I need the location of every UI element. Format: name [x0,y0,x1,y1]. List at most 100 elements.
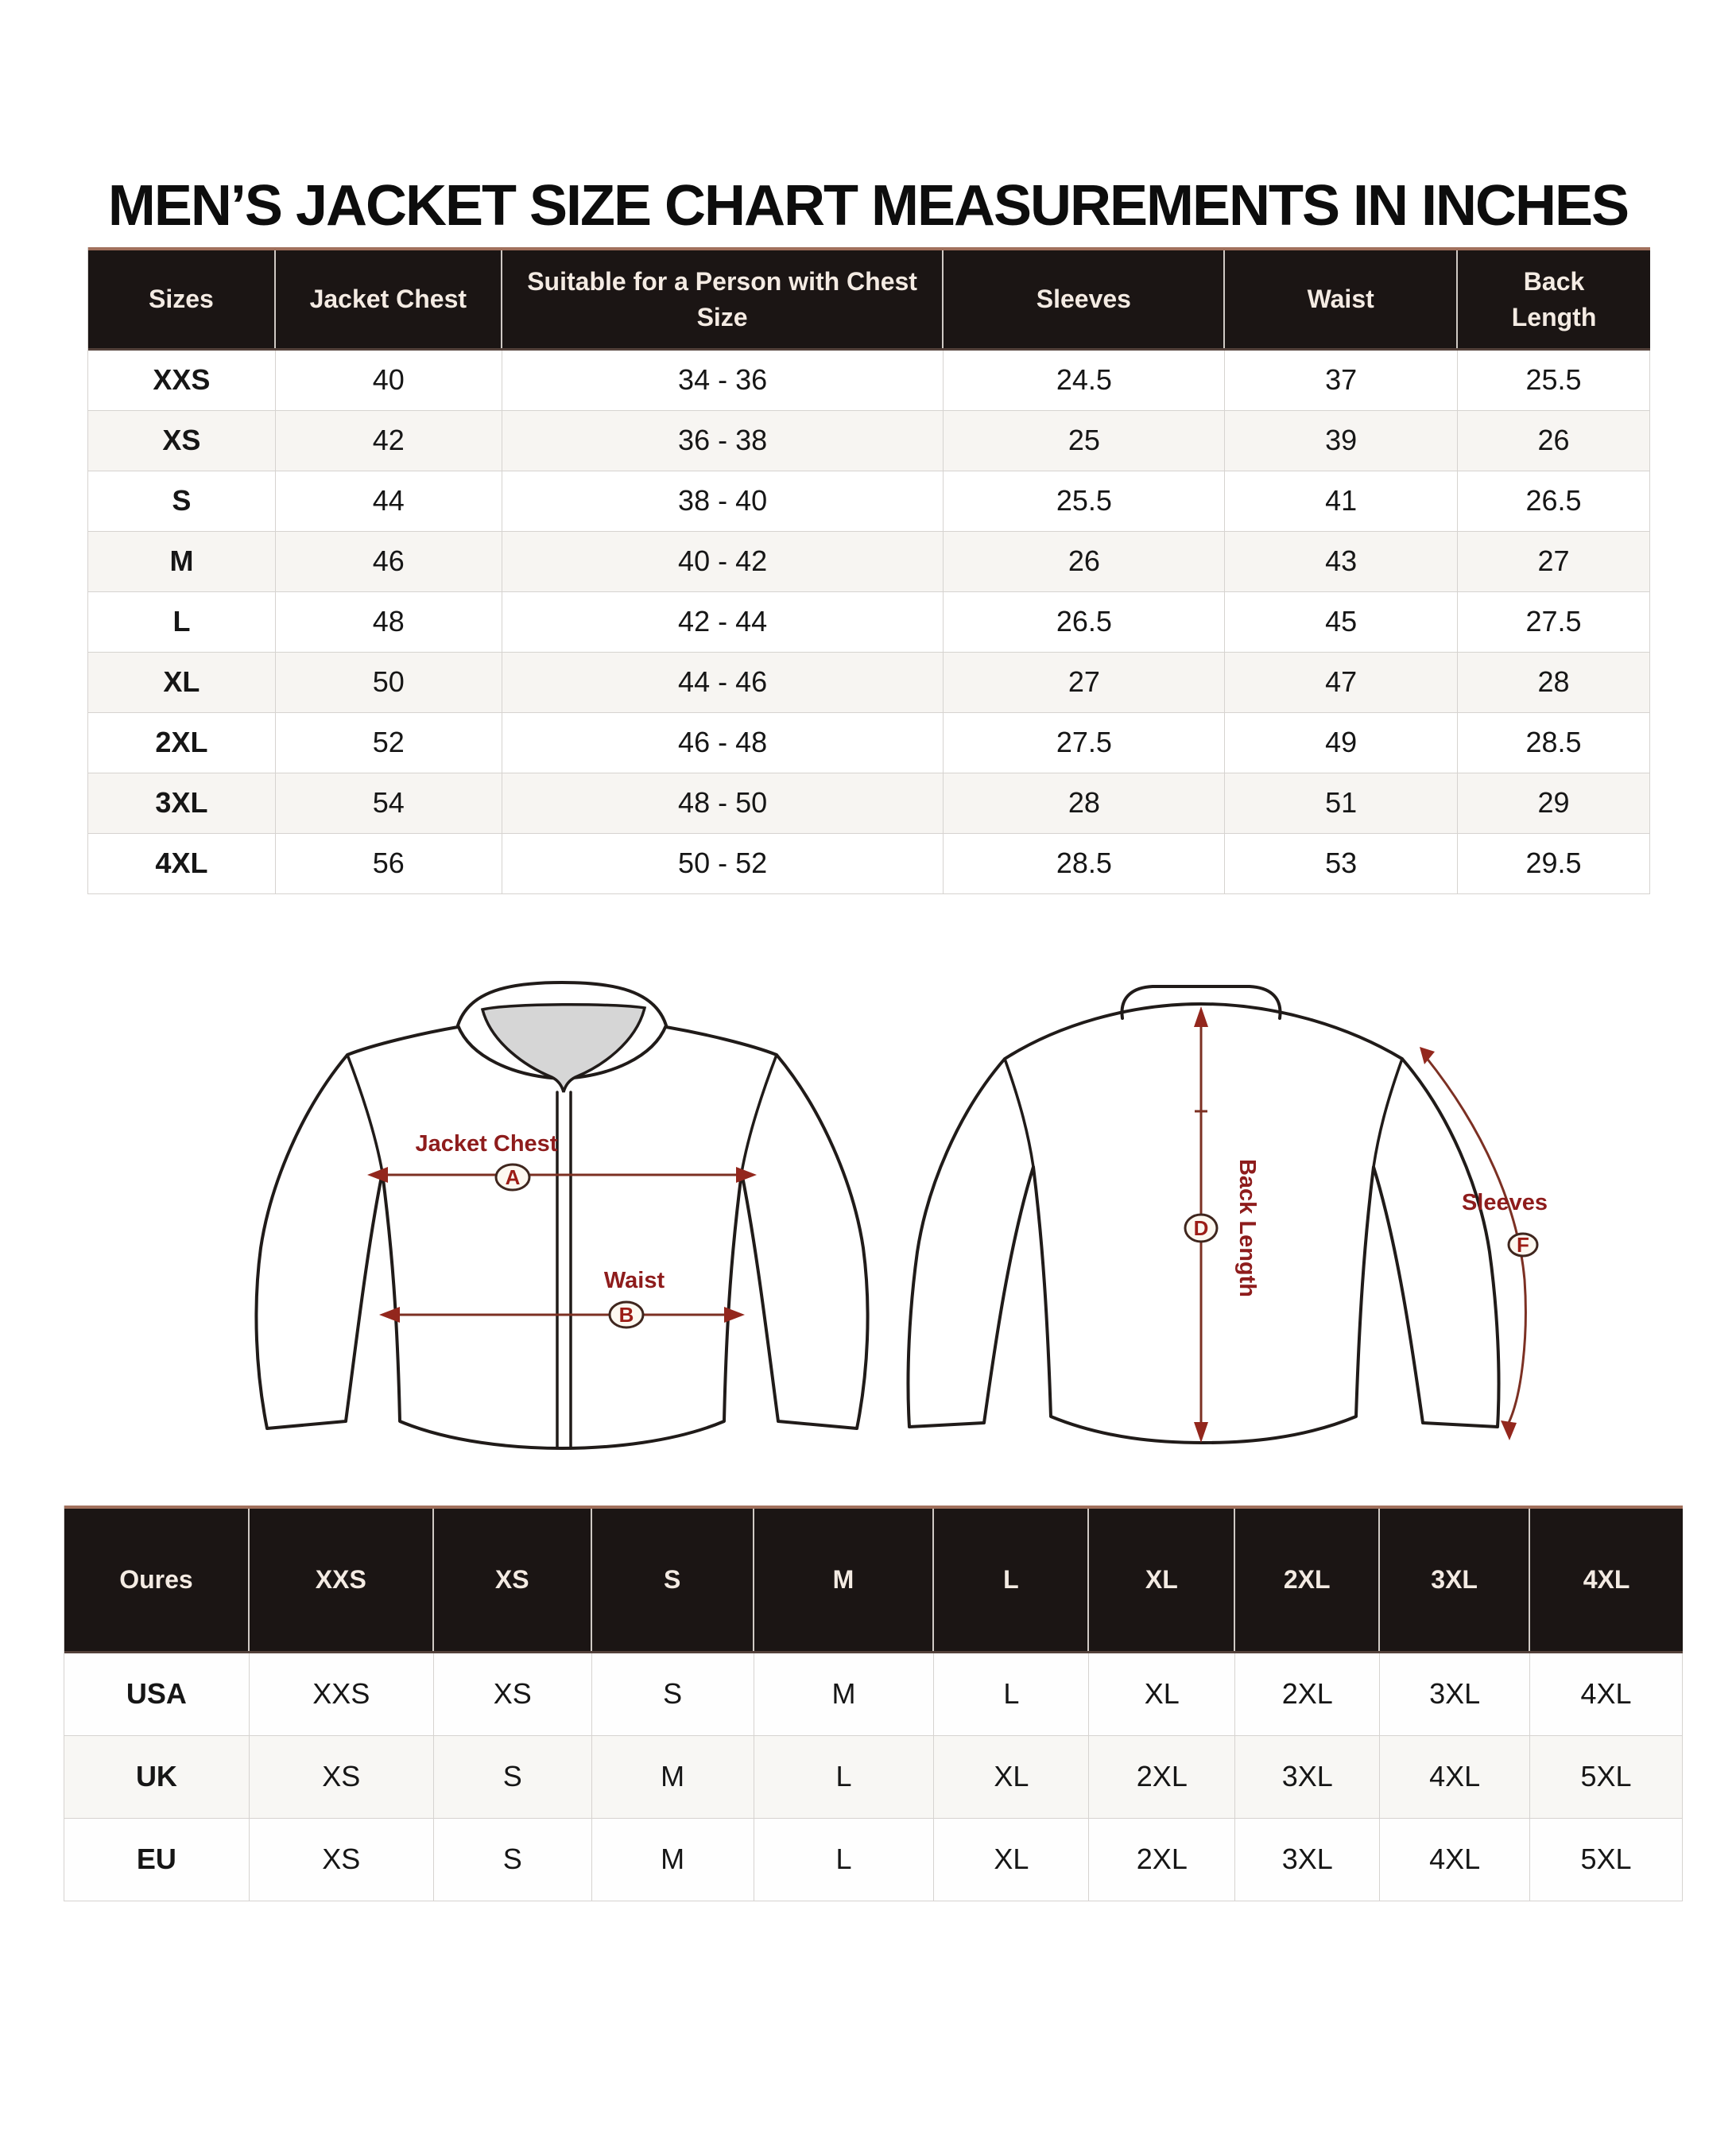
table-cell: 39 [1225,411,1459,471]
table-cell: 43 [1225,532,1459,592]
table-cell: L [754,1819,935,1901]
table-cell: 28.5 [1458,713,1650,773]
table-cell: 28.5 [944,834,1226,894]
column-header-jacket-chest: Jacket Chest [275,250,502,348]
size-label: M [88,532,276,592]
table-cell: 50 [275,653,502,713]
table-cell: 46 [275,532,502,592]
table-cell: 41 [1225,471,1459,532]
region-label: EU [64,1819,250,1901]
region-label: USA [64,1653,250,1736]
back-armhole-left [1003,1057,1035,1168]
table-cell: 50 - 52 [502,834,944,894]
size-table-header-row: Sizes Jacket Chest Suitable for a Person… [88,247,1650,351]
front-jacket-outline [254,1025,870,1450]
table-cell: 27.5 [944,713,1226,773]
back-collar-outline [1120,985,1282,1020]
table-cell: 28 [944,773,1226,834]
table-cell: S [433,1819,592,1901]
measurement-diagram: Jacket Chest A Waist B [0,914,1736,1518]
table-cell: XS [433,1653,592,1736]
column-header-size: 4XL [1530,1509,1683,1651]
table-cell: M [591,1819,754,1901]
table-cell: L [934,1653,1090,1736]
size-label: S [88,471,276,532]
waist-marker-letter: B [619,1303,634,1327]
table-cell: 49 [1225,713,1459,773]
table-row: 3XL 54 48 - 50 28 51 29 [88,773,1650,834]
size-table: Sizes Jacket Chest Suitable for a Person… [87,247,1650,894]
column-header-sizes: Sizes [88,250,276,348]
table-cell: 34 - 36 [502,351,944,411]
table-row: XXS 40 34 - 36 24.5 37 25.5 [88,351,1650,411]
conversion-table-header-row: Oures XXS XS S M L XL 2XL 3XL 4XL [64,1506,1683,1653]
table-cell: 3XL [1235,1736,1381,1819]
table-cell: 27.5 [1458,592,1650,653]
table-cell: M [754,1653,935,1736]
table-cell: 4XL [1380,1736,1531,1819]
table-cell: 48 [275,592,502,653]
table-cell: 45 [1225,592,1459,653]
conversion-table: Oures XXS XS S M L XL 2XL 3XL 4XL USA XX… [64,1506,1683,1901]
sleeves-marker-letter: F [1517,1233,1529,1257]
table-cell: 26 [1458,411,1650,471]
table-cell: L [754,1736,935,1819]
page-title: MEN’S JACKET SIZE CHART MEASUREMENTS IN … [107,174,1629,238]
table-cell: 5XL [1530,1819,1683,1901]
table-row: 4XL 56 50 - 52 28.5 53 29.5 [88,834,1650,894]
column-header-size: M [754,1509,935,1651]
table-cell: M [591,1736,754,1819]
column-header-sleeves: Sleeves [944,250,1226,348]
table-cell: 26.5 [944,592,1226,653]
table-cell: 46 - 48 [502,713,944,773]
table-cell: 26 [944,532,1226,592]
back-length-marker-letter: D [1194,1216,1209,1240]
table-cell: 4XL [1530,1653,1683,1736]
table-cell: XL [934,1736,1090,1819]
column-header-oures: Oures [64,1509,250,1651]
front-armhole-left [346,1053,384,1174]
table-row: S 44 38 - 40 25.5 41 26.5 [88,471,1650,532]
table-cell: 25.5 [1458,351,1650,411]
column-header-person-chest: Suitable for a Person with Chest Size [502,250,944,348]
table-cell: 2XL [1235,1653,1381,1736]
table-cell: 2XL [1089,1736,1236,1819]
size-label: 3XL [88,773,276,834]
size-label: XXS [88,351,276,411]
table-cell: 42 [275,411,502,471]
size-label: L [88,592,276,653]
waist-label: Waist [604,1268,665,1293]
table-cell: XL [934,1819,1090,1901]
table-cell: 52 [275,713,502,773]
front-collar-outline [456,981,668,1080]
column-header-size: S [591,1509,754,1651]
column-header-size: 3XL [1380,1509,1531,1651]
table-cell: 27 [944,653,1226,713]
table-cell: 3XL [1235,1819,1381,1901]
size-label: XL [88,653,276,713]
table-row: XL 50 44 - 46 27 47 28 [88,653,1650,713]
sleeves-label: Sleeves [1462,1190,1548,1215]
table-cell: 51 [1225,773,1459,834]
table-cell: 37 [1225,351,1459,411]
front-collar-inner [480,1002,647,1093]
table-cell: 5XL [1530,1736,1683,1819]
table-cell: 28 [1458,653,1650,713]
column-header-size: XS [433,1509,592,1651]
table-cell: 27 [1458,532,1650,592]
waist-marker-b: B [608,1300,645,1329]
table-row: M 46 40 - 42 26 43 27 [88,532,1650,592]
front-armhole-right [740,1053,778,1174]
table-row: USA XXS XS S M L XL 2XL 3XL 4XL [64,1653,1683,1736]
column-header-waist: Waist [1225,250,1459,348]
table-cell: 25.5 [944,471,1226,532]
table-cell: XL [1089,1653,1236,1736]
jacket-diagram-svg: Jacket Chest A Waist B [254,981,1548,1450]
sleeves-marker-f: F [1507,1232,1539,1258]
column-header-size: XL [1089,1509,1236,1651]
back-length-label: Back Length [1234,1159,1260,1297]
back-jacket: D Back Length Sleeves F [906,985,1548,1444]
front-jacket: Jacket Chest A Waist B [254,981,870,1450]
table-cell: 48 - 50 [502,773,944,834]
sleeves-measure-arrow [1420,1047,1527,1440]
